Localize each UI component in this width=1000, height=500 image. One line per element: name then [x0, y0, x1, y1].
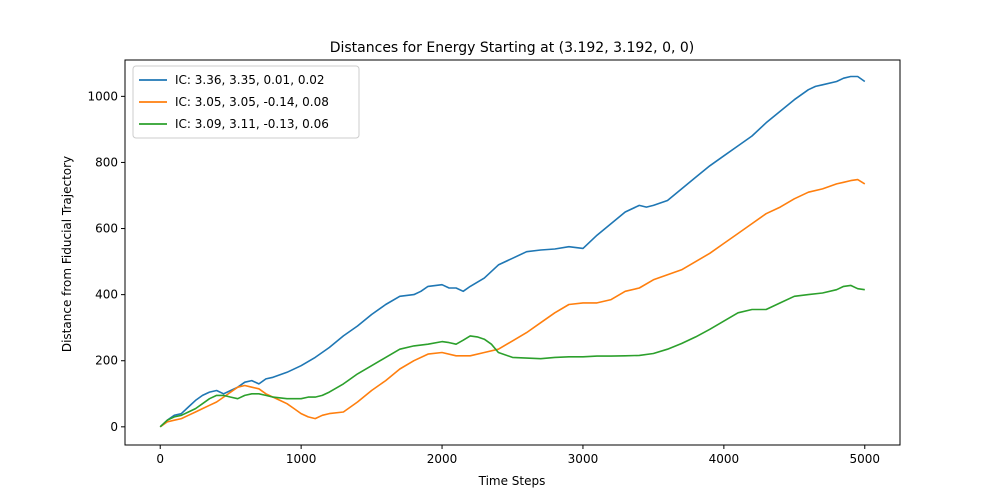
x-axis-label: Time Steps — [478, 474, 546, 488]
legend: IC: 3.36, 3.35, 0.01, 0.02 IC: 3.05, 3.05… — [132, 65, 360, 139]
legend-label-3: IC: 3.09, 3.11, -0.13, 0.06 — [175, 117, 329, 131]
plot-area: 0 1000 2000 3000 4000 5000 0 200 400 600 800 1000 — [87, 59, 901, 466]
y-tick-label: 1000 — [87, 89, 118, 103]
y-tick-label: 0 — [110, 420, 118, 434]
x-tick-label: 4000 — [709, 452, 740, 466]
y-tick-label: 600 — [95, 222, 118, 236]
series-line-2 — [159, 178, 866, 428]
y-axis-ticks: 0 200 400 600 800 1000 — [87, 89, 125, 434]
series-line-3 — [159, 284, 865, 428]
x-tick-label: 5000 — [849, 452, 880, 466]
y-tick-label: 800 — [95, 155, 118, 169]
x-tick-label: 0 — [156, 452, 164, 466]
series-layer — [159, 75, 866, 428]
x-tick-label: 3000 — [568, 452, 599, 466]
legend-box — [132, 65, 360, 139]
legend-label-1: IC: 3.36, 3.35, 0.01, 0.02 — [175, 73, 325, 87]
axes-frame — [124, 59, 901, 446]
y-tick-label: 400 — [95, 288, 118, 302]
x-tick-label: 1000 — [286, 452, 317, 466]
x-tick-label: 2000 — [427, 452, 458, 466]
x-axis-ticks: 0 1000 2000 3000 4000 5000 — [156, 445, 880, 466]
legend-label-2: IC: 3.05, 3.05, -0.14, 0.08 — [175, 95, 329, 109]
y-axis-label: Distance from Fiducial Trajectory — [60, 156, 74, 352]
chart-title: Distances for Energy Starting at (3.192,… — [330, 40, 695, 56]
y-tick-label: 200 — [95, 354, 118, 368]
